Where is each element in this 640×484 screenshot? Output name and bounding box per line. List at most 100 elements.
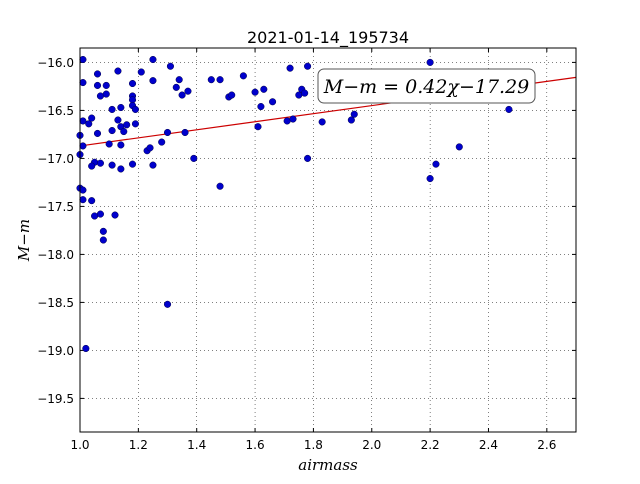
annotation-frame — [317, 68, 536, 104]
x-tick-label: 1.0 — [70, 438, 89, 452]
data-point — [108, 105, 116, 113]
data-point — [163, 300, 172, 308]
x-tick-label: 1.8 — [304, 438, 323, 452]
y-axis-label: M−m — [15, 219, 33, 262]
x-tick-label: 2.6 — [537, 438, 556, 452]
data-point — [426, 58, 434, 66]
data-point — [257, 103, 265, 111]
data-point — [216, 182, 224, 190]
x-tick-label: 1.6 — [246, 438, 265, 452]
plot-background — [80, 48, 576, 432]
x-tick-label: 2.2 — [421, 438, 440, 452]
data-point — [146, 144, 154, 152]
x-tick-label: 2.4 — [479, 438, 498, 452]
data-point — [105, 140, 113, 148]
data-point — [181, 128, 189, 137]
data-point — [117, 165, 125, 173]
annotation-box: M−m = 0.42χ−17.29 — [317, 68, 536, 104]
data-point — [289, 115, 297, 123]
data-point — [79, 79, 87, 87]
data-point — [286, 64, 294, 72]
data-point — [350, 110, 358, 118]
data-points — [76, 55, 513, 353]
data-point — [93, 70, 102, 78]
data-point — [239, 72, 247, 80]
data-point — [96, 210, 104, 218]
data-point — [301, 89, 309, 97]
data-point — [207, 76, 215, 84]
data-point — [163, 128, 172, 137]
data-point — [82, 344, 90, 353]
data-point — [79, 117, 87, 125]
data-point — [304, 62, 312, 70]
plot-frame — [79, 47, 577, 433]
x-axis-label: airmass — [298, 456, 358, 474]
data-point — [93, 129, 102, 137]
data-point — [260, 85, 268, 93]
axis-ticks: 1.0 1.2 1.4 1.6 1.8 2.0 2.2 2.4 2.6 −16.0 −16.5 −17… — [37, 48, 576, 452]
data-point — [184, 87, 192, 95]
data-point — [108, 127, 116, 135]
data-point — [216, 76, 224, 84]
y-tick-label: −17.5 — [37, 200, 74, 214]
data-point — [102, 90, 110, 98]
data-point — [149, 161, 157, 169]
data-point — [166, 62, 174, 70]
y-tick-label: −19.5 — [37, 392, 74, 406]
x-tick-label: 1.2 — [129, 438, 148, 452]
data-point — [190, 154, 198, 162]
data-point — [318, 118, 326, 126]
x-tick-label: 2.0 — [362, 438, 381, 452]
data-point — [269, 98, 277, 106]
data-point — [131, 120, 139, 128]
data-point — [228, 91, 236, 99]
data-point — [79, 55, 87, 64]
data-point — [123, 121, 131, 129]
data-point — [426, 175, 434, 183]
chart-title: 2021-01-14_195734 — [247, 28, 409, 48]
y-tick-label: −16.0 — [37, 56, 74, 70]
data-point — [149, 55, 157, 64]
data-point — [88, 114, 96, 122]
data-point — [108, 161, 116, 169]
data-point — [117, 103, 125, 112]
data-point — [99, 227, 107, 235]
data-point — [455, 143, 463, 151]
data-point — [175, 76, 183, 84]
y-tick-label: −18.5 — [37, 296, 74, 310]
x-tick-label: 1.4 — [187, 438, 206, 452]
data-point — [158, 138, 166, 146]
data-point — [131, 105, 139, 113]
data-point — [93, 81, 102, 89]
data-point — [172, 83, 180, 91]
data-point — [178, 91, 186, 99]
data-point — [79, 142, 87, 150]
data-point — [114, 67, 122, 75]
data-point — [128, 160, 137, 168]
data-point — [117, 141, 125, 149]
data-point — [120, 127, 128, 136]
annotation-text: M−m = 0.42χ−17.29 — [323, 76, 530, 98]
y-tick-label: −17.0 — [37, 152, 74, 166]
data-point — [99, 236, 107, 244]
data-point — [347, 116, 355, 124]
data-point — [251, 88, 259, 96]
y-tick-label: −19.0 — [37, 344, 74, 358]
data-point — [102, 81, 110, 89]
data-point — [79, 196, 87, 204]
data-point — [88, 162, 96, 170]
data-point — [88, 197, 96, 205]
y-tick-label: −18.0 — [37, 248, 74, 262]
data-point — [96, 159, 104, 167]
grid-lines — [79, 48, 576, 432]
data-point — [85, 120, 93, 128]
data-point — [111, 211, 119, 219]
data-point — [254, 123, 262, 131]
data-point — [149, 77, 157, 85]
data-point — [114, 116, 122, 124]
y-tick-label: −16.5 — [37, 104, 74, 118]
data-point — [137, 68, 145, 76]
data-point — [432, 160, 440, 168]
